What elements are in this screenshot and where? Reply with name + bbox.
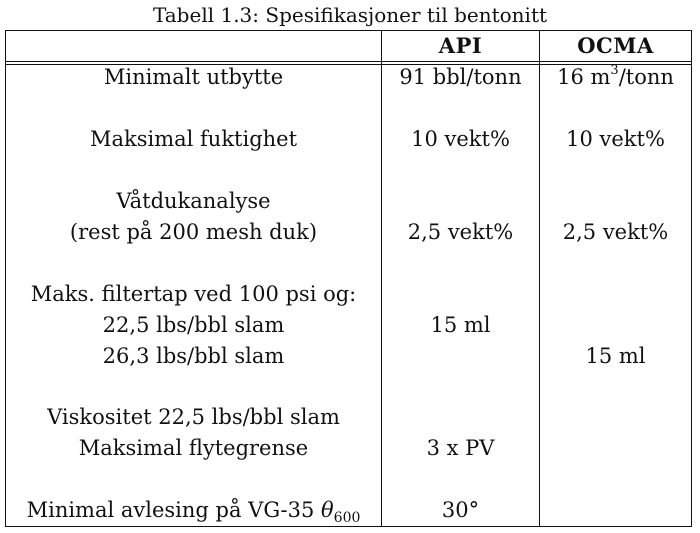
ocma-value: 15 ml [585, 344, 646, 368]
ocma-value: 10 vekt% [566, 127, 665, 151]
api-value: 2,5 vekt% [407, 220, 514, 244]
api-value: 10 vekt% [411, 127, 510, 151]
api-value: 15 ml [430, 313, 491, 337]
api-value: 3 x PV [426, 436, 495, 460]
row-label: 22,5 lbs/bbl slam [102, 313, 285, 337]
row-label: Minimal avlesing på VG-35 θ600 [26, 498, 361, 527]
row-label: Maks. filtertap ved 100 psi og: [30, 282, 357, 306]
ocma-value: 16 m3/tonn [557, 63, 674, 89]
row-label: Minimalt utbytte [103, 65, 284, 89]
table-caption: Tabell 1.3: Spesifikasjoner til bentonit… [152, 3, 548, 27]
column-divider [381, 31, 382, 526]
header-rule [6, 61, 691, 62]
row-label: 26,3 lbs/bbl slam [102, 344, 285, 368]
api-value: 30° [441, 498, 480, 522]
header-rule-double [6, 64, 691, 65]
header-cell-api: API [438, 33, 483, 58]
column-divider [539, 31, 540, 526]
row-label: Våtdukanalyse [116, 189, 271, 213]
row-label: Maksimal fuktighet [89, 127, 298, 151]
row-label: (rest på 200 mesh duk) [69, 220, 318, 244]
ocma-value: 2,5 vekt% [562, 220, 669, 244]
spec-table: API OCMA Minimalt utbytte 91 bbl/tonn 16… [5, 30, 692, 527]
row-label: Maksimal flytegrense [78, 436, 309, 460]
header-cell-ocma: OCMA [577, 33, 654, 58]
api-value: 91 bbl/tonn [399, 65, 522, 89]
row-label: Viskositet 22,5 lbs/bbl slam [47, 405, 340, 429]
